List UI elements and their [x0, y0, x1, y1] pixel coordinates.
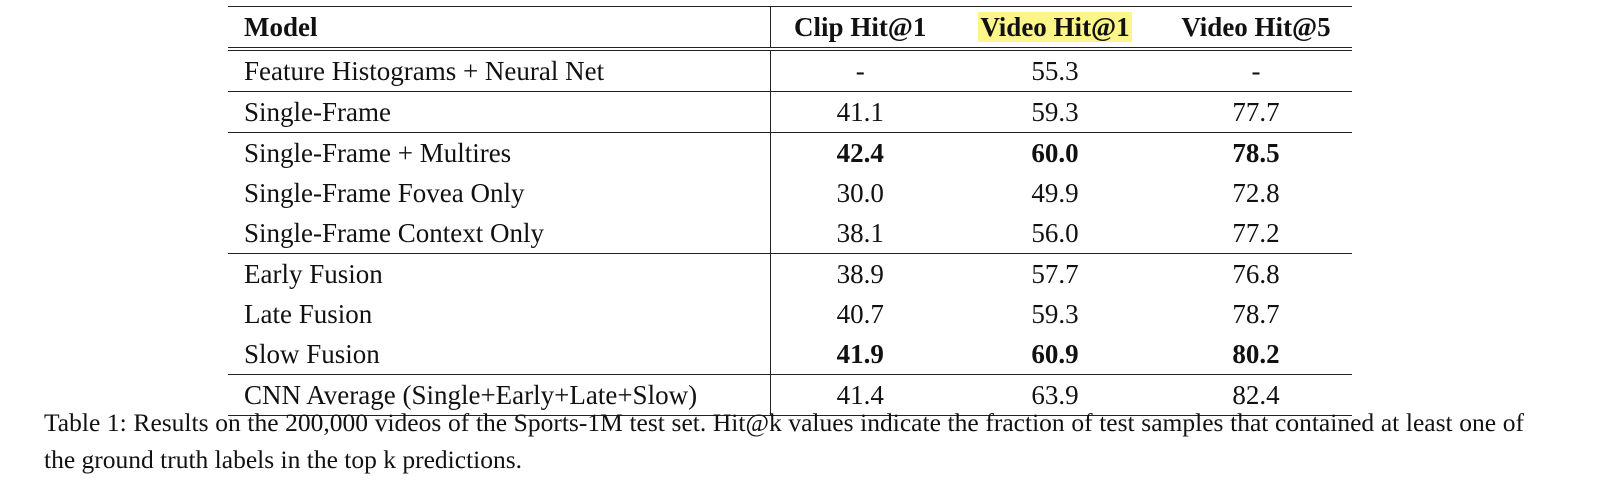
model-cell: Single-Frame + Multires [228, 132, 771, 173]
header-model: Model [228, 6, 771, 51]
video-hit1-cell: 49.9 [1031, 178, 1079, 208]
model-cell: Feature Histograms + Neural Net [228, 49, 771, 92]
model-cell: CNN Average (Single+Early+Late+Slow) [228, 374, 771, 416]
video-hit5-cell: 77.7 [1160, 91, 1352, 133]
video-hit1-cell: 60.0 [950, 132, 1160, 173]
table-row: Single-Frame 41.1 59.3 77.7 [228, 91, 1352, 133]
table-row: Early Fusion 38.9 57.7 76.8 [228, 253, 1352, 294]
header-clip-hit1: Clip Hit@1 [770, 6, 950, 51]
video-hit5-cell: - [1251, 56, 1261, 86]
table-row: CNN Average (Single+Early+Late+Slow) 41.… [228, 374, 1352, 416]
video-hit1-cell: 60.9 [1031, 339, 1079, 369]
video-hit5-cell: 80.2 [1232, 339, 1280, 369]
clip-hit1-cell: 41.4 [770, 374, 950, 416]
video-hit5-cell: 77.2 [1232, 218, 1280, 248]
video-hit1-cell: 56.0 [1031, 218, 1079, 248]
video-hit1-cell: 57.7 [950, 253, 1160, 294]
model-cell: Single-Frame Context Only [228, 213, 771, 254]
model-cell: Early Fusion [228, 253, 771, 294]
table-body: Feature Histograms + Neural Net - 55.3 -… [228, 49, 1352, 416]
table-row: Single-Frame + Multires 42.4 60.0 78.5 [228, 132, 1352, 173]
table-caption: Table 1: Results on the 200,000 videos o… [44, 408, 1524, 474]
video-hit5-cell: 76.8 [1160, 253, 1352, 294]
clip-hit1-cell: 30.0 [836, 178, 884, 208]
video-hit5-cell: 72.8 [1232, 178, 1280, 208]
header-video-hit1: Video Hit@1 [950, 6, 1160, 51]
video-hit1-cell: 59.3 [950, 91, 1160, 133]
video-hit5-cell: 82.4 [1160, 374, 1352, 416]
results-table-container: Model Clip Hit@1 Video Hit@1 Video Hit@5… [228, 6, 1352, 416]
clip-hit1-cell: 41.9 [836, 339, 884, 369]
clip-hit1-cell: 38.1 [836, 218, 884, 248]
model-cell: Single-Frame Fovea Only [228, 173, 771, 213]
header-row: Model Clip Hit@1 Video Hit@1 Video Hit@5 [228, 6, 1352, 51]
video-hit1-cell: 63.9 [950, 374, 1160, 416]
table-row: Slow Fusion 41.9 60.9 80.2 [228, 334, 1352, 375]
model-cell: Single-Frame [228, 91, 771, 133]
model-cell: Slow Fusion [228, 334, 771, 375]
clip-hit1-cell: 42.4 [770, 132, 950, 173]
clip-hit1-cell: 38.9 [770, 253, 950, 294]
table-row: Single-Frame Fovea Only 30.0 49.9 72.8 [228, 173, 1352, 213]
clip-hit1-cell: 40.7 [836, 299, 884, 329]
video-hit1-cell: 59.3 [1031, 299, 1079, 329]
header-video-hit5: Video Hit@5 [1160, 6, 1352, 51]
model-cell: Late Fusion [228, 294, 771, 334]
table-header: Model Clip Hit@1 Video Hit@1 Video Hit@5 [228, 6, 1352, 51]
video-hit1-cell: 55.3 [1031, 56, 1079, 86]
clip-hit1-cell: 41.1 [770, 91, 950, 133]
results-table: Model Clip Hit@1 Video Hit@1 Video Hit@5… [228, 6, 1352, 416]
table-row: Feature Histograms + Neural Net - 55.3 - [228, 49, 1352, 92]
video-hit5-cell: 78.5 [1160, 132, 1352, 173]
table-row: Single-Frame Context Only 38.1 56.0 77.2 [228, 213, 1352, 254]
highlighted-header-text: Video Hit@1 [978, 12, 1132, 42]
table-row: Late Fusion 40.7 59.3 78.7 [228, 294, 1352, 334]
video-hit5-cell: 78.7 [1232, 299, 1280, 329]
clip-hit1-cell: - [855, 56, 865, 86]
